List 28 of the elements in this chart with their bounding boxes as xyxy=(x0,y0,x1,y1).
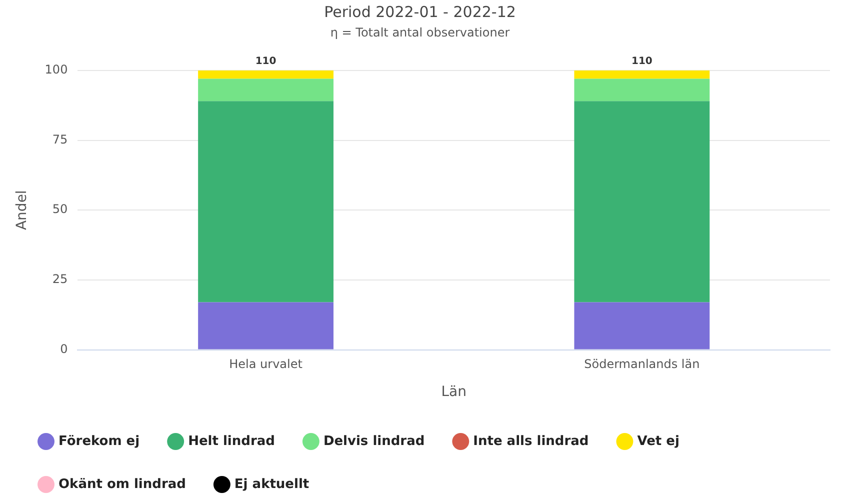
bar xyxy=(574,70,710,79)
y-tick-label: 0 xyxy=(60,342,68,356)
bar xyxy=(574,101,710,302)
legend-label: Helt lindrad xyxy=(188,434,275,449)
bar xyxy=(574,78,710,102)
bar xyxy=(198,78,334,102)
y-tick-label: 50 xyxy=(52,202,68,216)
chart-subtitle: η = Totalt antal observationer xyxy=(330,25,510,40)
bar xyxy=(574,302,710,350)
annotation: 110 xyxy=(255,56,276,67)
annotation: 110 xyxy=(631,56,652,67)
chart-title: Period 2022-01 - 2022-12 xyxy=(324,2,516,21)
x-axis-title: Län xyxy=(441,384,466,400)
x-tick-label: Södermanlands län xyxy=(584,357,700,372)
y-tick-label: 25 xyxy=(52,272,68,286)
bar xyxy=(198,101,334,302)
y-axis-title: Andel xyxy=(14,190,30,230)
legend-label: Delvis lindrad xyxy=(323,434,425,449)
legend-label: Inte alls lindrad xyxy=(473,434,589,449)
legend-label: Okänt om lindrad xyxy=(58,476,186,492)
legend-label: Förekom ej xyxy=(58,434,140,449)
legend-label: Vet ej xyxy=(637,434,680,449)
bar xyxy=(198,70,334,79)
y-tick-label: 75 xyxy=(52,132,68,146)
legend-label: Ej aktuellt xyxy=(234,476,310,492)
x-tick-label: Hela urvalet xyxy=(229,357,303,372)
y-tick-label: 100 xyxy=(44,62,68,77)
bar xyxy=(198,302,334,350)
